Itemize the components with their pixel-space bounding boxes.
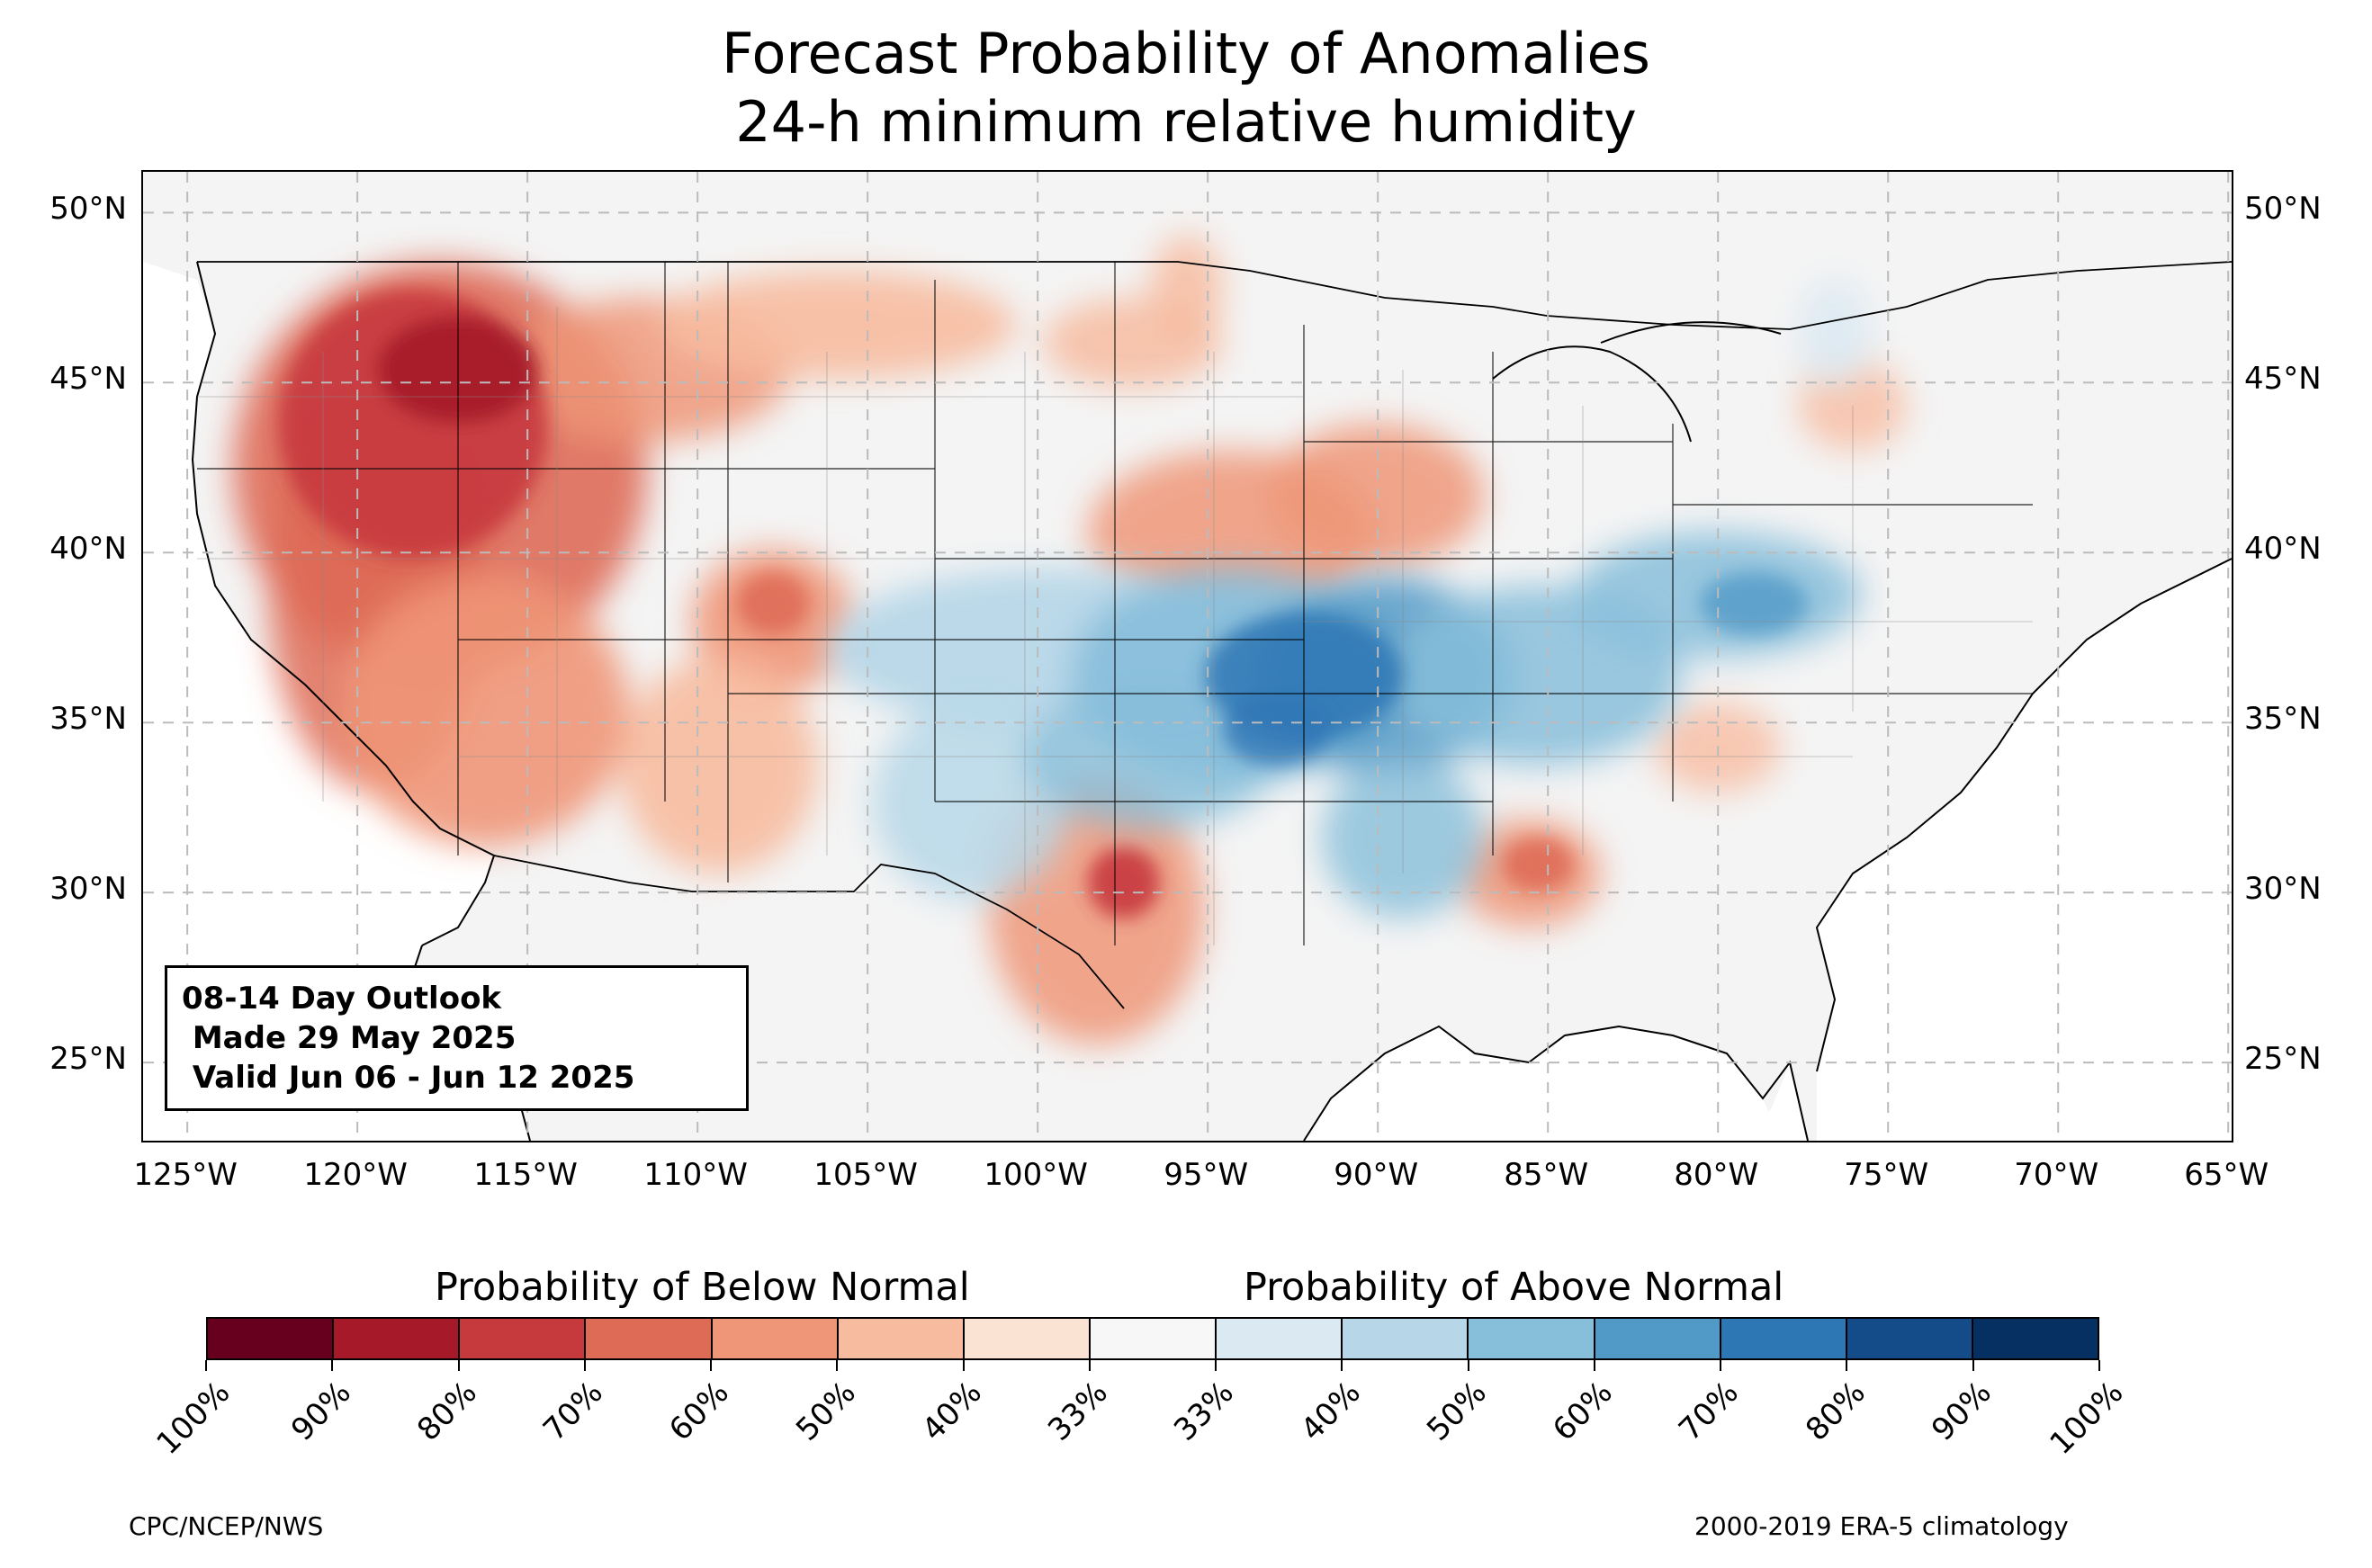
colorbar-tick (1846, 1360, 1848, 1371)
gridlines (143, 172, 2232, 1141)
lat-tick-label-left: 40°N (49, 531, 127, 568)
colorbar-tick (1593, 1360, 1595, 1371)
colorbar-tick-label: 60% (662, 1375, 737, 1448)
lon-tick-label: 90°W (1334, 1157, 1419, 1193)
colorbar-tick-label: 33% (1167, 1375, 1242, 1448)
lon-tick-label: 75°W (1844, 1157, 1929, 1193)
map-panel (141, 170, 2233, 1142)
colorbar-segment (1846, 1319, 1973, 1358)
lat-tick-label-right: 25°N (2244, 1041, 2322, 1078)
colorbar-segment (838, 1319, 965, 1358)
lon-tick-label: 115°W (473, 1157, 578, 1193)
colorbar-tick (1467, 1360, 1469, 1371)
lon-tick-label: 120°W (303, 1157, 408, 1193)
lon-tick-label: 105°W (813, 1157, 918, 1193)
colorbar-tick-label: 100% (149, 1375, 238, 1463)
colorbar-tick (1972, 1360, 1974, 1371)
lon-tick-label: 95°W (1164, 1157, 1249, 1193)
lat-tick-label-right: 30°N (2244, 871, 2322, 908)
colorbar-tick-label: 50% (788, 1375, 863, 1448)
colorbar-tick-label: 40% (914, 1375, 989, 1448)
outlook-box: 08-14 Day Outlook Made 29 May 2025 Valid… (165, 965, 749, 1111)
colorbar-segment (334, 1319, 461, 1358)
colorbar-tick-label: 90% (1925, 1375, 1999, 1448)
lat-tick-label-right: 50°N (2244, 191, 2322, 228)
map-title: Forecast Probability of Anomalies (722, 21, 1650, 86)
colorbar-tick-label: 50% (1420, 1375, 1494, 1448)
lat-tick-label-right: 35°N (2244, 701, 2322, 738)
outlook-period: 08-14 Day Outlook (182, 981, 502, 1017)
colorbar-below-title: Probability of Below Normal (435, 1265, 970, 1310)
colorbar-above-title: Probability of Above Normal (1244, 1265, 1784, 1310)
colorbar-segment (1343, 1319, 1469, 1358)
colorbar-segment (586, 1319, 713, 1358)
colorbar-tick (331, 1360, 334, 1371)
colorbar-tick-label: 70% (536, 1375, 610, 1448)
colorbar-tick-label: 80% (1798, 1375, 1873, 1448)
colorbar-tick (583, 1360, 586, 1371)
outlook-valid-dates: Valid Jun 06 - Jun 12 2025 (182, 1060, 635, 1096)
lon-tick-label: 70°W (2014, 1157, 2099, 1193)
colorbar-segment (1090, 1319, 1217, 1358)
colorbar-segment (1217, 1319, 1343, 1358)
colorbar-tick (1341, 1360, 1343, 1371)
lon-tick-label: 125°W (133, 1157, 238, 1193)
lon-tick-label: 100°W (984, 1157, 1088, 1193)
colorbar-segment (712, 1319, 839, 1358)
ocean-areas (143, 172, 2232, 1141)
colorbar-tick-label: 90% (283, 1375, 358, 1448)
lat-tick-label-left: 30°N (49, 871, 127, 908)
colorbar-segment (1721, 1319, 1847, 1358)
colorbar-tick-label: 60% (1546, 1375, 1621, 1448)
colorbar-tick (205, 1360, 207, 1371)
colorbar-tick (1720, 1360, 1722, 1371)
colorbar-tick (1215, 1360, 1217, 1371)
colorbar-segment (1972, 1319, 2098, 1358)
colorbar-tick-label: 70% (1672, 1375, 1747, 1448)
lat-tick-label-right: 45°N (2244, 361, 2322, 398)
lon-tick-label: 85°W (1504, 1157, 1589, 1193)
lat-tick-label-left: 25°N (49, 1041, 127, 1078)
colorbar-segment (1595, 1319, 1721, 1358)
lon-tick-label: 65°W (2184, 1157, 2269, 1193)
colorbar-tick (962, 1360, 965, 1371)
colorbar-tick (457, 1360, 460, 1371)
lat-tick-label-right: 40°N (2244, 531, 2322, 568)
lat-tick-label-left: 35°N (49, 701, 127, 738)
map-subtitle: 24-h minimum relative humidity (735, 89, 1637, 155)
footer-source: CPC/NCEP/NWS (129, 1511, 324, 1541)
national-borders (197, 261, 2232, 1009)
colorbar-tick-label: 100% (2043, 1375, 2131, 1463)
colorbar-tick (1088, 1360, 1091, 1371)
footer-climatology: 2000-2019 ERA-5 climatology (1694, 1511, 2069, 1541)
colorbar-tick (710, 1360, 713, 1371)
colorbar (206, 1317, 2099, 1360)
colorbar-tick-label: 40% (1293, 1375, 1368, 1448)
colorbar-tick-label: 33% (1041, 1375, 1116, 1448)
colorbar-segment (460, 1319, 587, 1358)
probability-map (143, 172, 2232, 1141)
colorbar-segment (964, 1319, 1091, 1358)
lat-tick-label-left: 45°N (49, 361, 127, 398)
lon-tick-label: 80°W (1674, 1157, 1759, 1193)
county-borders (197, 307, 2033, 945)
lon-tick-label: 110°W (643, 1157, 748, 1193)
colorbar-tick (836, 1360, 839, 1371)
colorbar-tick (2098, 1360, 2100, 1371)
colorbar-segment (208, 1319, 335, 1358)
outlook-made-date: Made 29 May 2025 (182, 1020, 517, 1056)
lat-tick-label-left: 50°N (49, 191, 127, 228)
colorbar-tick-label: 80% (409, 1375, 484, 1448)
colorbar-segment (1469, 1319, 1595, 1358)
